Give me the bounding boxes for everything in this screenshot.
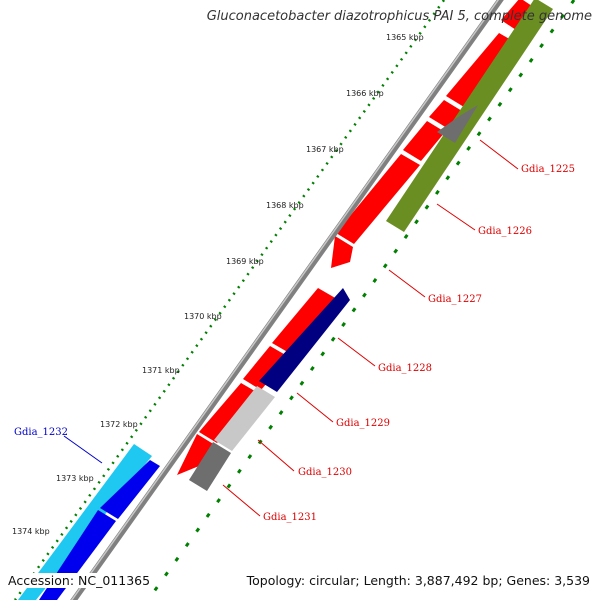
gene-label[interactable]: Gdia_1231 [263, 512, 317, 523]
tick-label: 1374 kbp [12, 527, 50, 536]
tick-label: 1371 kbp [142, 366, 180, 375]
tick-label: 1369 kbp [226, 257, 264, 266]
gene-arrow[interactable] [272, 288, 337, 354]
callout-line [257, 439, 295, 472]
tick-label: 1366 kbp [346, 89, 384, 98]
callout-line [296, 392, 334, 423]
gene-light-gray[interactable] [214, 386, 275, 451]
forward-genes [177, 0, 538, 475]
tick-label: 1370 kbp [184, 312, 222, 321]
inner-dashed-ruler [146, 0, 576, 600]
tick-label: 1373 kbp [56, 474, 94, 483]
genome-summary-text: Topology: circular; Length: 3,887,492 bp… [246, 573, 590, 588]
gene-arrow[interactable] [331, 236, 353, 268]
gene-blue[interactable] [100, 460, 160, 519]
tick-label: 1372 kbp [100, 420, 138, 429]
gene-arrow[interactable] [243, 346, 289, 390]
callout-line [388, 269, 426, 298]
gene-light-blue[interactable] [18, 444, 152, 600]
gene-arrow[interactable] [199, 383, 260, 443]
gene-dark-gray[interactable] [189, 442, 231, 491]
gene-arrow[interactable] [403, 121, 445, 161]
tick-label: 1365 kbp [386, 33, 424, 42]
gene-arrow[interactable] [336, 154, 420, 244]
accession-text: Accession: NC_011365 [8, 573, 151, 588]
callout-line [337, 337, 376, 367]
gene-gray[interactable] [437, 105, 478, 143]
gene-labels: Gdia_1225 Gdia_1226 Gdia_1227 Gdia_1228 … [14, 164, 575, 523]
callout-lines [63, 139, 519, 517]
tick-label: 1368 kbp [266, 201, 304, 210]
tick-label: 1367 kbp [306, 145, 344, 154]
gene-label[interactable]: Gdia_1226 [478, 226, 532, 237]
callout-line [63, 435, 103, 464]
outer-dotted-ruler [13, 0, 446, 600]
gene-label[interactable]: Gdia_1230 [298, 467, 352, 478]
gene-arrow[interactable] [177, 434, 215, 475]
gene-label[interactable]: Gdia_1225 [521, 164, 575, 175]
callout-line [436, 203, 476, 231]
callout-line [222, 484, 261, 517]
genome-backbone [70, 0, 504, 600]
genome-title: Gluconacetobacter diazotrophicus PAI 5, … [206, 9, 592, 24]
gene-label[interactable]: Gdia_1232 [14, 427, 68, 438]
callout-line [479, 139, 519, 170]
gene-label[interactable]: Gdia_1228 [378, 363, 432, 374]
gene-navy[interactable] [259, 288, 350, 392]
reverse-genes [189, 0, 553, 491]
gene-label[interactable]: Gdia_1227 [428, 294, 482, 305]
gene-label[interactable]: Gdia_1229 [336, 418, 390, 429]
genome-backbone-highlight [70, 0, 500, 600]
gene-arrow[interactable] [429, 100, 462, 128]
